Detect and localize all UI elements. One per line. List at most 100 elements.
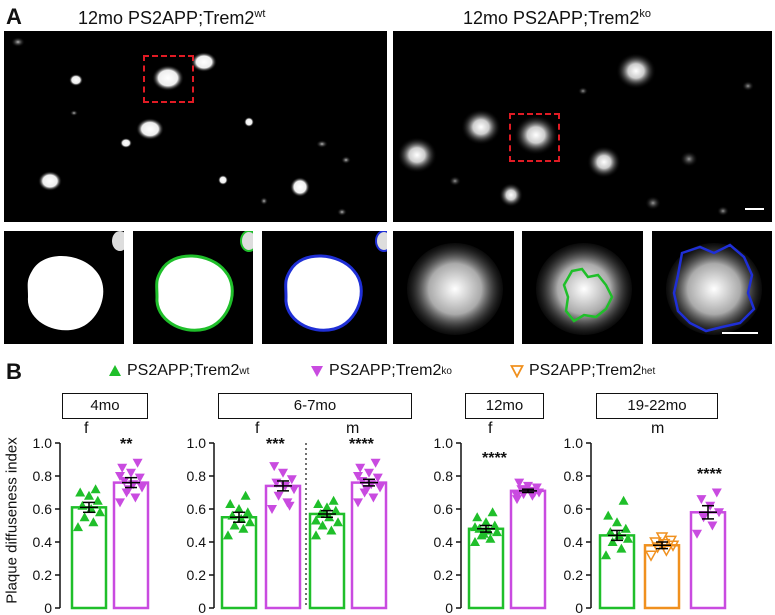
bar-19-22mo-het-point-7 [655, 532, 669, 544]
legend-item-wt: PS2APP;Trem2 wt [108, 362, 249, 380]
bar-6-7mo-m-wt-bar [308, 512, 346, 610]
sex-label-6-7mo-f: f [255, 420, 260, 437]
bar-6-7mo-f-ko-point-7 [278, 468, 288, 478]
bar-6-7mo-f-wt-point-2 [229, 520, 240, 530]
bar-19-22mo-wt-point-5 [605, 527, 616, 537]
legend-het-label: PS2APP;Trem2 [529, 362, 642, 379]
bar-4mo-ko-point-5 [119, 476, 130, 486]
bar-6-7mo-m-wt-point-0 [311, 530, 321, 540]
bar-6-7mo-f-ko-point-9 [284, 501, 295, 511]
bar-6-7mo-m-wt-point-2 [317, 520, 328, 530]
sig-6-7mo-m-ko: **** [349, 436, 374, 453]
ko-zoom-scale-bar [722, 332, 758, 334]
filled-triangle-up-icon [109, 365, 121, 376]
bar-6-7mo-f-wt-point-7 [234, 504, 244, 513]
wt-title-text: 12mo PS2APP;Trem2 [78, 8, 255, 28]
filled-triangle-down-icon [311, 366, 323, 377]
bar-6-7mo-m-wt-point-1 [326, 525, 337, 535]
bar-6-7mo-m-ko-point-10 [361, 485, 372, 495]
wt-zoom-blue-image [284, 231, 387, 332]
y-tick-label-1-0: 0 [198, 600, 206, 615]
wt-zoom-raw [4, 231, 124, 344]
bar-19-22mo-het-point-0 [644, 550, 658, 562]
bar-6-7mo-m-ko-point-1 [368, 493, 379, 503]
bar-19-22mo-wt-point-0 [601, 550, 611, 560]
legend-wt-sup: wt [239, 365, 250, 377]
ko-title-text: 12mo PS2APP;Trem2 [463, 8, 640, 28]
bar-12mo-wt-point-0 [470, 537, 480, 546]
bar-4mo-wt-bar [70, 506, 108, 610]
legend-ko-sup: ko [441, 365, 452, 377]
bar-12mo-wt-point-8 [472, 512, 483, 522]
bar-6-7mo-m-ko-point-7 [364, 468, 374, 478]
bar-12mo-ko-point-6 [531, 483, 542, 493]
chart-title-4mo: 4mo [62, 393, 148, 419]
wt-plaques-image [11, 37, 351, 216]
bar-19-22mo-wt-point-8 [603, 510, 614, 520]
y-tick-label-3-2: 0.4 [564, 534, 584, 550]
chart-title-12mo: 12mo [465, 393, 544, 419]
bar-6-7mo-m-ko-point-8 [355, 463, 366, 473]
bar-6-7mo-m-wt-point-3 [333, 517, 343, 527]
wt-zoom-blue-outline [262, 231, 387, 344]
bar-6-7mo-m-ko-point-6 [372, 473, 383, 483]
ko-zoom-green-image [536, 243, 632, 335]
bar-6-7mo-m-wt-point-8 [313, 499, 324, 509]
ko-overview-micrograph [393, 31, 772, 222]
wt-title-superscript: wt [254, 8, 266, 20]
legend-wt-label: PS2APP;Trem2 [127, 362, 240, 379]
legend-het-sup: het [641, 365, 656, 377]
bar-4mo-ko-point-0 [115, 498, 125, 508]
open-triangle-down-icon [510, 365, 524, 378]
chart-title-19-22mo: 19-22mo [596, 393, 718, 419]
bar-12mo-wt-point-10 [478, 528, 489, 538]
bar-4mo-ko-point-7 [126, 468, 136, 478]
bar-12mo-wt-point-3 [492, 527, 502, 537]
bar-6-7mo-m-wt-point-6 [330, 505, 341, 515]
sex-label-12mo: f [488, 420, 493, 437]
y-tick-label-3-5: 1.0 [564, 435, 584, 451]
ko-zoom-raw-image [407, 243, 503, 335]
sig-19-22mo-ko: **** [697, 466, 722, 483]
bar-19-22mo-ko-point-6 [711, 488, 722, 498]
bar-19-22mo-ko-point-1 [707, 521, 718, 531]
bar-4mo-wt-point-6 [92, 495, 103, 505]
ko-overview-scale-bar [745, 208, 764, 210]
bar-6-7mo-f-ko-point-6 [286, 475, 297, 485]
bar-4mo-wt-point-1 [88, 517, 99, 527]
y-tick-label-0-1: 0.2 [33, 567, 53, 583]
y-tick-label-3-3: 0.6 [564, 501, 584, 517]
y-tick-label-0-0: 0 [44, 600, 52, 615]
bar-6-7mo-f-wt-point-3 [245, 517, 255, 527]
bar-6-7mo-m-ko-point-3 [375, 483, 385, 493]
wt-zoom-green-image [155, 231, 253, 332]
bar-6-7mo-f-wt-point-6 [242, 507, 253, 517]
bar-4mo-wt-point-0 [73, 522, 83, 532]
y-tick-label-2-5: 1.0 [434, 435, 454, 451]
ko-plaques-image [397, 53, 754, 216]
bar-4mo-ko-point-1 [130, 493, 141, 503]
y-tick-label-2-2: 0.4 [434, 534, 454, 550]
bar-19-22mo-wt-point-7 [612, 517, 622, 527]
wt-zoom-raw-image [27, 231, 124, 331]
wt-overview-micrograph [4, 31, 387, 222]
wt-zoom-green-outline [133, 231, 253, 344]
bar-4mo-wt-point-7 [84, 490, 94, 500]
bar-4mo-ko-point-9 [132, 458, 143, 468]
bar-19-22mo-ko-bar [689, 511, 727, 610]
bar-6-7mo-f-wt-point-0 [223, 530, 233, 540]
bar-6-7mo-f-ko-point-3 [289, 485, 299, 495]
chart-title-6-7mo: 6-7mo [218, 393, 412, 419]
y-tick-label-0-2: 0.4 [33, 534, 53, 550]
bar-19-22mo-wt-bar [598, 534, 636, 610]
bar-19-22mo-ko-point-0 [692, 529, 702, 539]
bar-6-7mo-f-wt-point-8 [225, 499, 236, 509]
ko-zoom-green-outline [522, 231, 643, 344]
ko-zoom-raw [393, 231, 514, 344]
ko-zoom-blue-outline [652, 231, 772, 344]
bar-6-7mo-m-wt-point-9 [328, 495, 339, 505]
y-tick-label-0-4: 0.8 [33, 468, 53, 484]
bar-12mo-wt-point-1 [485, 533, 496, 543]
y-tick-label-0-3: 0.6 [33, 501, 53, 517]
